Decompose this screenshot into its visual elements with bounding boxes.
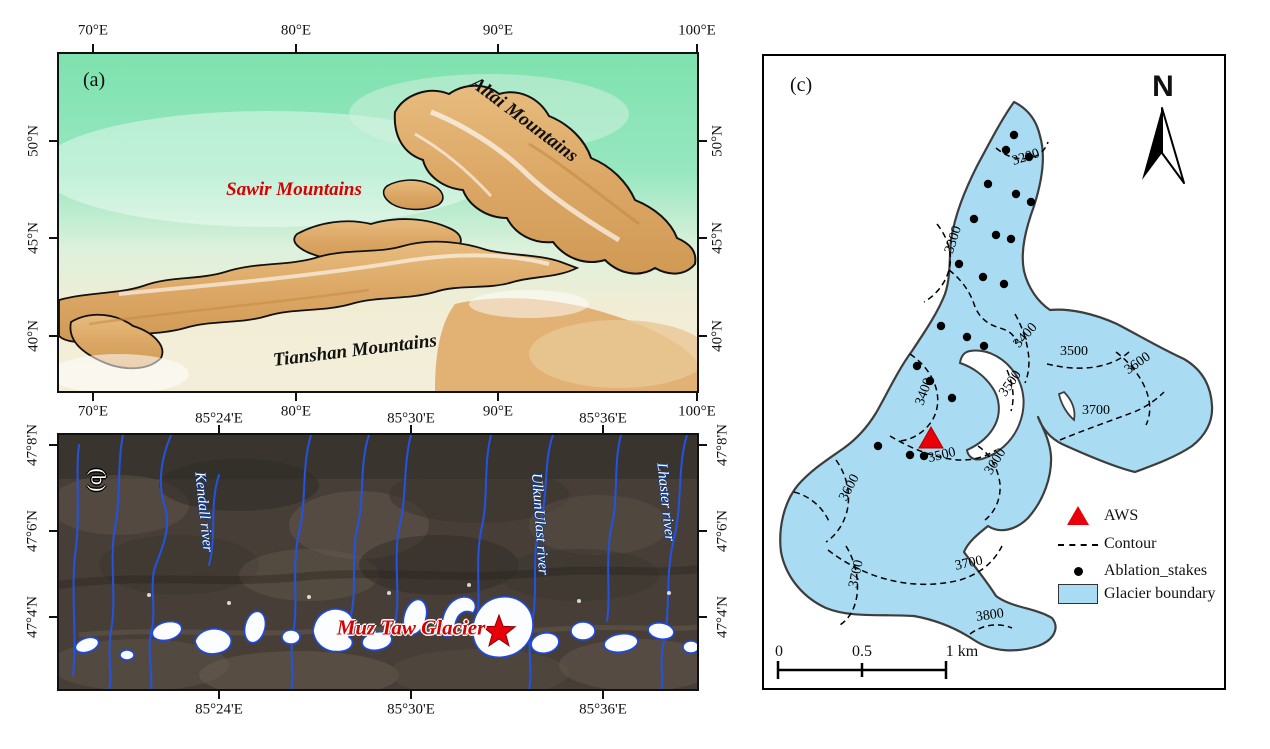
axis-tick bbox=[49, 444, 57, 446]
axis-tick bbox=[410, 691, 412, 699]
legend-ablation-stakes-label: Ablation_stakes bbox=[1104, 562, 1208, 579]
axis-tick bbox=[699, 237, 707, 239]
panel-b-label: (b) bbox=[86, 468, 109, 492]
panel-c-glacier-map: (c) N 3200 3300 3400 3400 3500 3500 3500… bbox=[762, 54, 1226, 690]
axis-tick bbox=[49, 616, 57, 618]
axis-tick bbox=[497, 393, 499, 401]
north-arrow-icon bbox=[1142, 107, 1185, 184]
sawir-mountains-label: Sawir Mountains bbox=[226, 179, 362, 200]
lat-label: 40°N bbox=[25, 320, 42, 352]
lat-label: 50°N bbox=[709, 125, 726, 157]
panel-a-overview-map: (a) Altai Mountains Sawir Mountains Tian… bbox=[57, 52, 699, 393]
legend-aws-label: AWS bbox=[1104, 507, 1139, 524]
lat-label: 45°N bbox=[709, 222, 726, 254]
axis-tick bbox=[49, 237, 57, 239]
rock-outcrop bbox=[1057, 390, 1076, 422]
contour-label: 3500 bbox=[1060, 344, 1088, 359]
legend-glacier-boundary-label: Glacier boundary bbox=[1104, 585, 1216, 602]
glacier-location-star bbox=[481, 613, 517, 647]
panel-c-label: (c) bbox=[790, 74, 813, 96]
lon-label: 85°24'E bbox=[195, 410, 243, 427]
axis-tick bbox=[49, 140, 57, 142]
axis-tick bbox=[295, 393, 297, 401]
legend-contour-label: Contour bbox=[1104, 535, 1157, 552]
scale-number: 0.5 bbox=[852, 643, 872, 660]
aws-marker bbox=[918, 425, 944, 449]
axis-tick bbox=[696, 393, 698, 401]
axis-tick bbox=[699, 140, 707, 142]
lon-label: 85°36'E bbox=[579, 410, 627, 427]
axis-tick bbox=[92, 44, 94, 52]
axis-tick bbox=[497, 44, 499, 52]
legend-glacier-boundary-icon bbox=[1058, 584, 1098, 604]
axis-tick bbox=[696, 44, 698, 52]
lon-label: 70°E bbox=[77, 403, 109, 420]
contour-lines bbox=[793, 141, 1165, 635]
axis-tick bbox=[295, 44, 297, 52]
muz-taw-glacier-label: Muz Taw Glacier bbox=[336, 615, 486, 640]
lon-label: 85°30'E bbox=[387, 701, 435, 718]
legend-ablation-stake-icon bbox=[1074, 567, 1083, 576]
lat-label: 50°N bbox=[25, 125, 42, 157]
lon-label: 90°E bbox=[482, 403, 514, 420]
lat-label: 47°4'N bbox=[714, 595, 731, 639]
axis-tick bbox=[699, 444, 707, 446]
lat-label: 47°6'N bbox=[24, 509, 41, 553]
axis-tick bbox=[699, 616, 707, 618]
lat-label: 40°N bbox=[709, 320, 726, 352]
lon-label: 80°E bbox=[280, 403, 312, 420]
panel-a-terrain bbox=[59, 54, 697, 391]
axis-tick bbox=[602, 691, 604, 699]
snow-specks bbox=[147, 583, 671, 605]
axis-tick bbox=[49, 530, 57, 532]
panel-c-drawing bbox=[776, 100, 1214, 679]
axis-tick bbox=[602, 425, 604, 433]
lat-label: 47°4'N bbox=[24, 595, 41, 639]
panel-b-imagery bbox=[59, 435, 697, 689]
rivers bbox=[72, 435, 688, 689]
axis-tick bbox=[49, 335, 57, 337]
legend-contour-line-icon bbox=[1058, 544, 1098, 546]
scale-number: 0 bbox=[775, 643, 783, 660]
scale-bar bbox=[776, 661, 948, 679]
lat-label: 47°6'N bbox=[714, 509, 731, 553]
axis-tick bbox=[92, 393, 94, 401]
lon-label: 90°E bbox=[482, 22, 514, 39]
north-label: N bbox=[1152, 70, 1174, 103]
lon-label: 85°36'E bbox=[579, 701, 627, 718]
scale-number: 1 km bbox=[945, 643, 979, 660]
legend-aws-triangle-icon bbox=[1067, 506, 1089, 525]
lon-label: 80°E bbox=[280, 22, 312, 39]
lon-label: 85°24'E bbox=[195, 701, 243, 718]
panel-a-label: (a) bbox=[83, 69, 106, 91]
contour-label: 3700 bbox=[1082, 403, 1110, 418]
axis-tick bbox=[699, 530, 707, 532]
axis-tick bbox=[218, 425, 220, 433]
axis-tick bbox=[699, 335, 707, 337]
lon-label: 85°30'E bbox=[387, 410, 435, 427]
lat-label: 45°N bbox=[25, 222, 42, 254]
axis-tick bbox=[218, 691, 220, 699]
lat-label: 47°8'N bbox=[24, 423, 41, 467]
panel-b-satellite-map: (b) Kendall river UlkunUlast river Lhast… bbox=[57, 433, 699, 691]
ablation-stakes bbox=[873, 130, 1036, 461]
lon-label: 100°E bbox=[678, 22, 716, 39]
lon-label: 100°E bbox=[678, 403, 716, 420]
axis-tick bbox=[410, 425, 412, 433]
rock-outcrop bbox=[958, 349, 1025, 461]
lon-label: 70°E bbox=[77, 22, 109, 39]
lat-label: 47°8'N bbox=[714, 423, 731, 467]
